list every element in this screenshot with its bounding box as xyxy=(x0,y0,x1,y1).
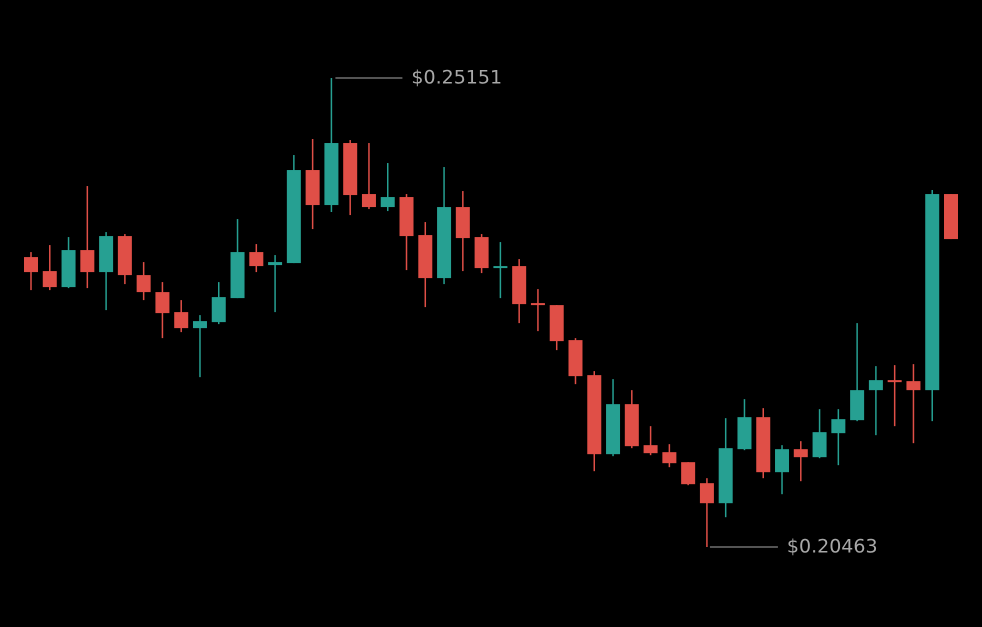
candle-body xyxy=(944,194,958,240)
candle-body xyxy=(42,271,57,288)
candle-body xyxy=(775,449,790,473)
candle-body xyxy=(474,237,489,269)
candle-body xyxy=(887,380,902,383)
candle-body xyxy=(549,305,564,342)
candle-body xyxy=(793,449,808,458)
candle-body xyxy=(437,207,452,279)
candle-body xyxy=(361,194,376,208)
candle-body xyxy=(305,170,320,206)
candle-body xyxy=(399,197,414,237)
candle-body xyxy=(530,303,545,306)
candle-body xyxy=(925,194,940,391)
candle-body xyxy=(324,143,339,206)
candle-body xyxy=(906,381,921,391)
candle-body xyxy=(587,375,602,455)
candle-body xyxy=(24,257,38,273)
candle-body xyxy=(512,266,527,305)
candle-body xyxy=(117,236,132,276)
candle-body xyxy=(850,390,865,421)
candle-body xyxy=(831,419,846,434)
max-label: $0.25151 xyxy=(411,67,502,89)
candle-body xyxy=(756,417,771,473)
candle-body xyxy=(662,452,677,464)
candle-body xyxy=(493,266,508,269)
candle-body xyxy=(624,404,639,447)
candle-body xyxy=(155,292,170,314)
candle-body xyxy=(380,197,395,208)
candle-body xyxy=(699,483,714,504)
candle-body xyxy=(211,297,226,323)
candle-body xyxy=(249,252,264,267)
candle-body xyxy=(230,252,245,299)
candle-body xyxy=(812,432,827,458)
candle-body xyxy=(286,170,301,264)
candle-body xyxy=(418,235,433,279)
candle-body xyxy=(455,207,470,239)
candle-body xyxy=(606,404,621,455)
candle-body xyxy=(192,321,207,329)
candle-body xyxy=(681,462,696,485)
candle-body xyxy=(174,312,189,329)
candle-body xyxy=(737,417,752,450)
candle-body xyxy=(568,340,583,377)
min-label: $0.20463 xyxy=(787,536,878,558)
candle-body xyxy=(868,380,883,391)
candle-body xyxy=(99,236,114,273)
candle-body xyxy=(80,250,95,273)
candle-body xyxy=(343,143,358,196)
candle-body xyxy=(268,262,283,266)
candle-body xyxy=(718,448,733,504)
candle-body xyxy=(643,445,658,454)
candle-body xyxy=(136,275,151,293)
candle-body xyxy=(61,250,76,288)
